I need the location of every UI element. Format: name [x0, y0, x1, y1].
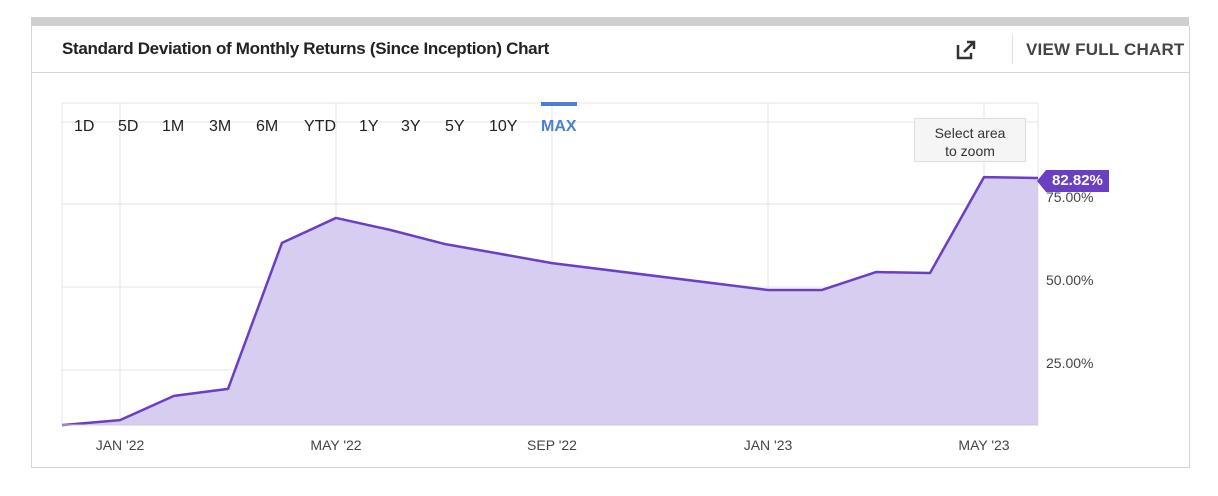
- range-1m[interactable]: 1M: [162, 118, 185, 135]
- range-3m[interactable]: 3M: [209, 118, 232, 135]
- divider: [1012, 34, 1013, 64]
- range-5y[interactable]: 5Y: [445, 118, 465, 135]
- zoom-tip-line1: Select area: [934, 125, 1006, 141]
- view-full-chart-button[interactable]: VIEW FULL CHART: [1026, 40, 1185, 59]
- range-1d[interactable]: 1D: [74, 118, 95, 135]
- area-fill: [62, 177, 1038, 426]
- last-value-label: 82.82%: [1037, 170, 1109, 192]
- y-tick-label: 25.00%: [1046, 355, 1093, 371]
- zoom-tooltip: Select area to zoom: [914, 118, 1026, 162]
- range-max[interactable]: MAX: [541, 118, 577, 135]
- range-3y[interactable]: 3Y: [401, 118, 421, 135]
- x-tick-label: MAY '23: [958, 437, 1009, 453]
- x-tick-label: JAN '23: [744, 437, 793, 453]
- x-tick-label: JAN '22: [96, 437, 145, 453]
- range-1y[interactable]: 1Y: [359, 118, 379, 135]
- range-ytd[interactable]: YTD: [304, 118, 336, 135]
- active-range-indicator: [541, 102, 577, 106]
- chart-title: Standard Deviation of Monthly Returns (S…: [62, 39, 550, 58]
- y-tick-label: 75.00%: [1046, 189, 1093, 205]
- x-tick-label: MAY '22: [310, 437, 361, 453]
- zoom-tip-line2: to zoom: [945, 143, 995, 159]
- card-header: Standard Deviation of Monthly Returns (S…: [32, 26, 1189, 73]
- range-5d[interactable]: 5D: [118, 118, 139, 135]
- range-10y[interactable]: 10Y: [489, 118, 518, 135]
- external-link-icon[interactable]: [954, 38, 978, 62]
- range-6m[interactable]: 6M: [256, 118, 279, 135]
- top-bar: [31, 17, 1189, 26]
- x-tick-label: SEP '22: [527, 437, 577, 453]
- y-tick-label: 50.00%: [1046, 272, 1093, 288]
